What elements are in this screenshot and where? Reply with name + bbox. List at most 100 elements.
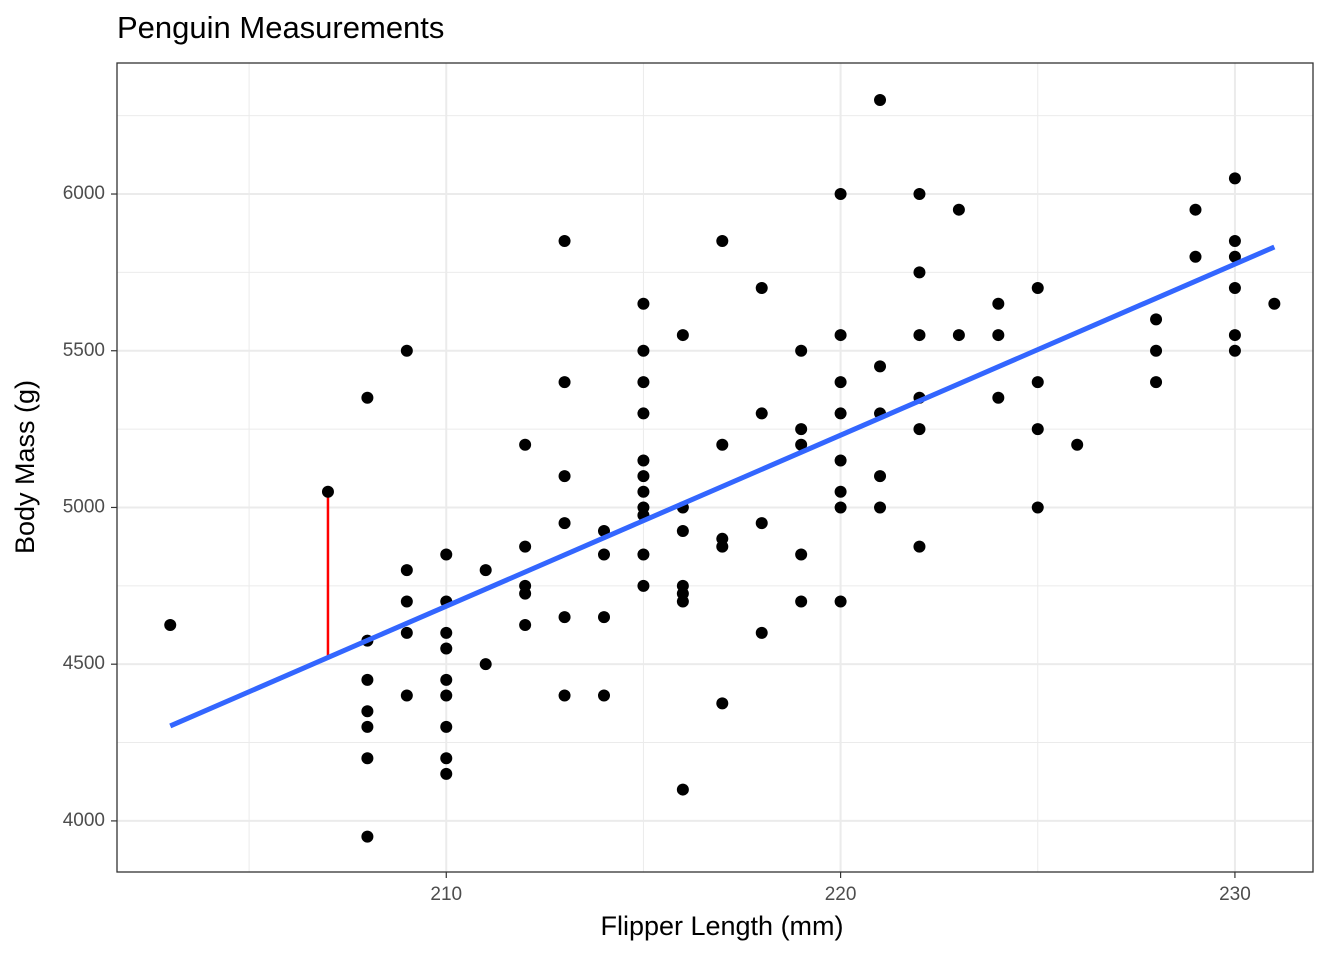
plot-panel: [117, 63, 1313, 872]
point: [558, 611, 571, 624]
point: [637, 485, 650, 498]
point: [1031, 376, 1044, 389]
point: [716, 540, 729, 553]
point: [952, 329, 965, 342]
x-axis-label: Flipper Length (mm): [600, 911, 843, 941]
point: [1031, 282, 1044, 295]
point: [1228, 235, 1241, 248]
x-tick-label: 230: [1219, 884, 1251, 905]
point: [834, 376, 847, 389]
point: [558, 689, 571, 702]
point: [637, 407, 650, 420]
point: [361, 391, 374, 404]
point: [1031, 423, 1044, 436]
point: [361, 705, 374, 718]
point: [597, 548, 610, 561]
point: [361, 752, 374, 765]
y-tick-label: 5500: [63, 340, 105, 361]
point: [558, 470, 571, 483]
y-tick-label: 6000: [63, 183, 105, 204]
point: [795, 423, 808, 436]
point: [519, 540, 532, 553]
point: [1228, 282, 1241, 295]
point: [676, 595, 689, 608]
point: [716, 235, 729, 248]
point: [479, 564, 492, 577]
point: [361, 830, 374, 843]
point: [519, 619, 532, 632]
point: [755, 626, 768, 639]
point: [1228, 250, 1241, 263]
point: [913, 329, 926, 342]
point: [637, 548, 650, 561]
point: [1189, 203, 1202, 216]
point: [913, 188, 926, 201]
point: [440, 752, 453, 765]
point: [164, 619, 177, 632]
point: [1268, 297, 1281, 310]
chart-title: Penguin Measurements: [117, 10, 444, 45]
x-tick-label: 220: [825, 884, 857, 905]
point: [1228, 344, 1241, 357]
point: [913, 540, 926, 553]
point: [716, 697, 729, 710]
point: [361, 673, 374, 686]
point: [400, 595, 413, 608]
x-tick-label: 210: [430, 884, 462, 905]
point: [1150, 376, 1163, 389]
point: [874, 501, 887, 514]
point: [637, 454, 650, 467]
point: [874, 93, 887, 106]
point: [1031, 501, 1044, 514]
point: [1228, 329, 1241, 342]
y-tick-label: 5000: [63, 496, 105, 517]
point: [676, 524, 689, 537]
point: [834, 485, 847, 498]
point: [795, 438, 808, 451]
point: [440, 720, 453, 733]
point: [795, 344, 808, 357]
point: [440, 767, 453, 780]
point: [400, 344, 413, 357]
point: [834, 407, 847, 420]
point: [1150, 313, 1163, 326]
point: [834, 454, 847, 467]
point: [992, 391, 1005, 404]
point: [1071, 438, 1084, 451]
point: [637, 297, 650, 310]
point: [558, 376, 571, 389]
point: [558, 235, 571, 248]
point: [874, 470, 887, 483]
point: [597, 689, 610, 702]
point: [597, 611, 610, 624]
y-tick-label: 4500: [63, 653, 105, 674]
point: [716, 438, 729, 451]
point: [676, 329, 689, 342]
fit-line: [169, 244, 1276, 729]
point: [1150, 344, 1163, 357]
point: [440, 642, 453, 655]
point: [321, 485, 334, 498]
point: [755, 407, 768, 420]
point: [755, 282, 768, 295]
point: [874, 360, 887, 373]
point: [479, 658, 492, 671]
point: [992, 329, 1005, 342]
point: [834, 595, 847, 608]
point: [834, 188, 847, 201]
y-axis-label: Body Mass (g): [10, 380, 40, 554]
plot-border: [116, 62, 1314, 873]
point: [952, 203, 965, 216]
point: [834, 329, 847, 342]
point: [676, 783, 689, 796]
point: [440, 626, 453, 639]
point: [400, 626, 413, 639]
point: [400, 689, 413, 702]
point: [795, 548, 808, 561]
point: [913, 266, 926, 279]
point: [992, 297, 1005, 310]
point: [558, 517, 571, 530]
point: [440, 689, 453, 702]
point: [637, 344, 650, 357]
